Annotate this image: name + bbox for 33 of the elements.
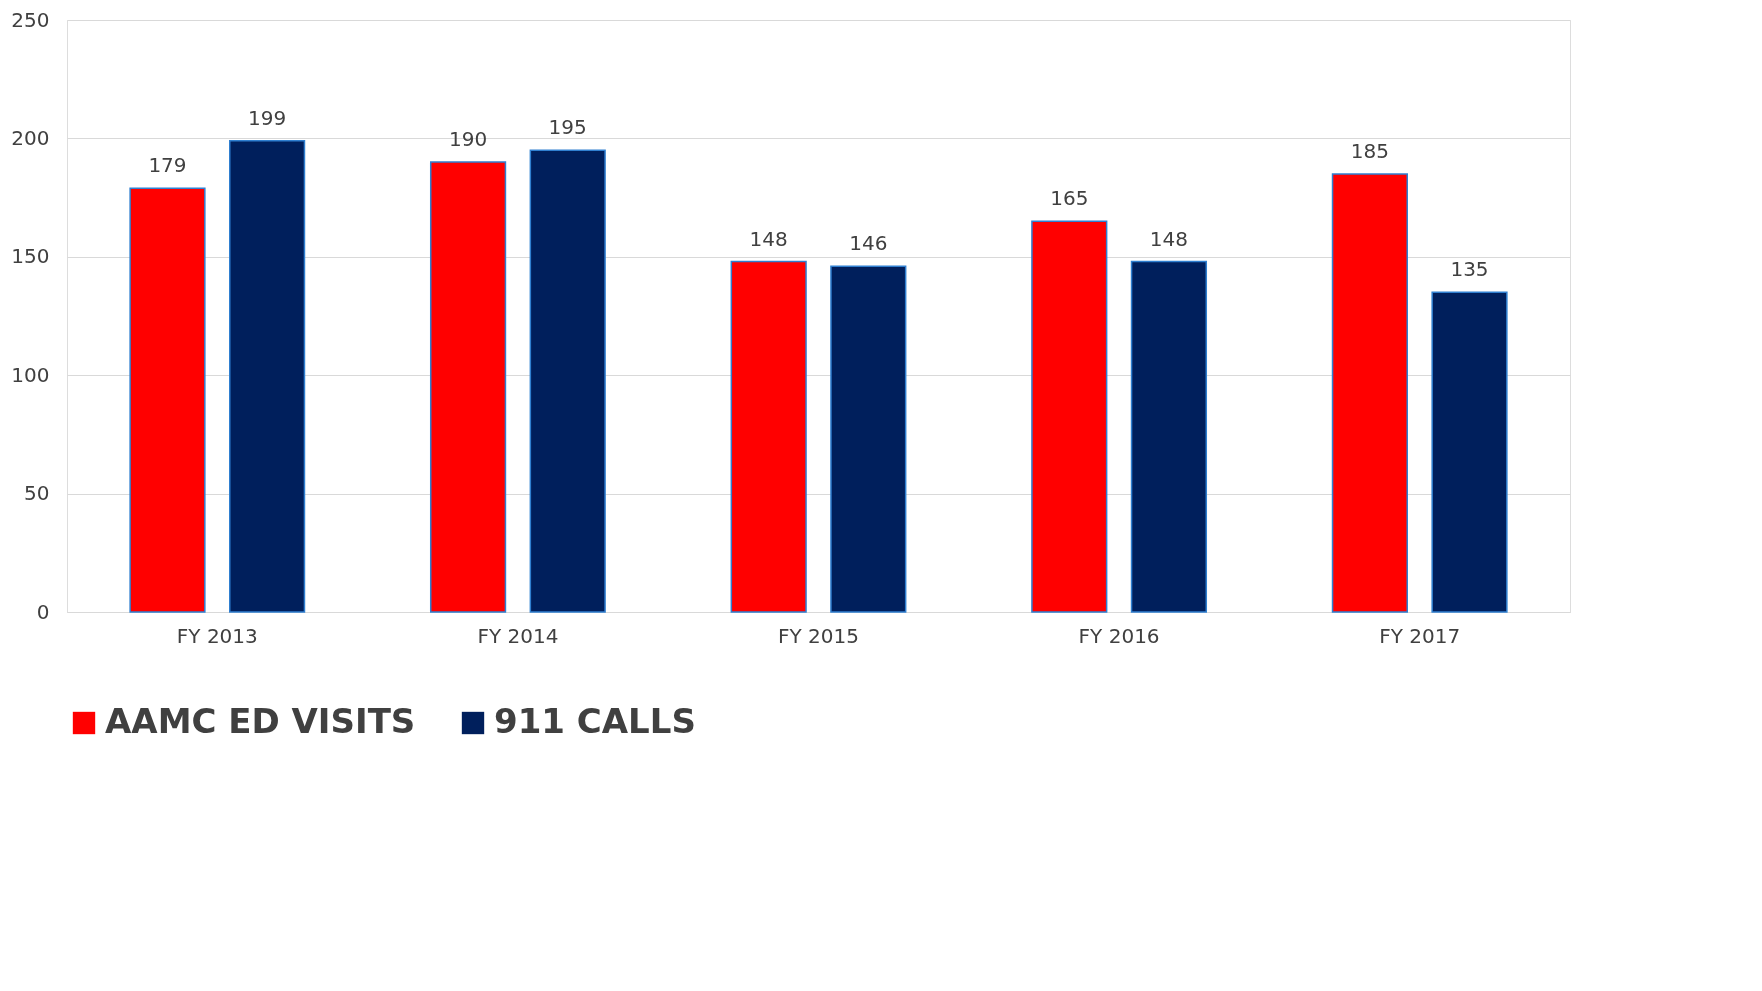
bar [529,149,606,613]
bar [730,260,807,613]
x-tick-label: FY 2015 [778,623,859,648]
x-tick-label: FY 2013 [176,623,258,648]
data-label: 146 [849,231,888,256]
bar [229,140,306,613]
bar [129,187,206,613]
bar [1331,173,1408,613]
bar [1031,220,1108,613]
data-label: 148 [1149,226,1189,251]
y-tick-label: 100 [11,362,50,387]
bar [1130,260,1208,613]
y-tick-label: 50 [24,481,50,506]
data-label: 165 [1050,186,1089,211]
legend-label: AAMC ED VISITS [105,701,416,741]
data-label: 195 [548,115,587,140]
y-tick-label: 0 [36,599,50,624]
bar [830,265,907,613]
y-tick-label: 150 [11,244,50,269]
data-label: 148 [749,226,788,251]
bar [429,161,507,613]
y-tick-label: 250 [11,7,50,32]
bar [1431,291,1508,613]
legend-label: 911 CALLS [494,701,696,741]
data-label: 179 [148,153,187,178]
x-tick-label: FY 2016 [1078,623,1160,648]
data-label: 190 [448,127,488,152]
x-tick-label: FY 2014 [477,623,559,648]
data-label: 185 [1350,138,1389,163]
x-tick-label: FY 2017 [1379,623,1461,648]
y-tick-label: 200 [11,125,50,150]
data-label: 135 [1450,257,1489,282]
data-label: 199 [248,105,287,130]
